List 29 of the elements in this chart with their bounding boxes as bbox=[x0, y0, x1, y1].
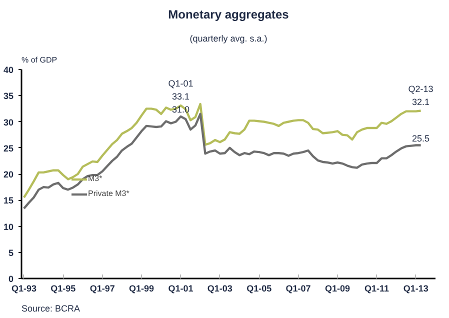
y-axis-title: % of GDP bbox=[22, 56, 58, 64]
y-tick-label: 25 bbox=[3, 143, 14, 154]
x-tick-label: Q1-01 bbox=[168, 284, 194, 294]
y-tick-label: 0 bbox=[8, 274, 14, 284]
x-tick-label: Q1-97 bbox=[90, 284, 115, 294]
x-tick-label: Q1-11 bbox=[364, 284, 389, 294]
chart-title: Monetary aggregates bbox=[168, 8, 290, 22]
x-tick-label: Q1-13 bbox=[403, 284, 428, 294]
annotation: 25.5 bbox=[412, 133, 430, 144]
y-tick-label: 15 bbox=[3, 196, 14, 206]
x-tick-label: Q1-09 bbox=[325, 284, 350, 294]
y-tick-label: 35 bbox=[3, 91, 14, 102]
x-tick-label: Q1-05 bbox=[246, 284, 272, 294]
annotation: Q1-01 33.1 bbox=[168, 78, 194, 102]
legend-label: Private M3* bbox=[88, 189, 130, 198]
y-tick-label: 10 bbox=[3, 222, 14, 232]
chart-subtitle: (quarterly avg. s.a.) bbox=[190, 34, 268, 44]
y-tick-label: 40 bbox=[3, 65, 14, 75]
y-tick-label: 5 bbox=[8, 248, 14, 258]
x-tick-label: Q1-95 bbox=[50, 284, 76, 294]
x-tick-label: Q1-99 bbox=[129, 284, 154, 294]
y-tick-label: 30 bbox=[3, 117, 14, 128]
source-note: Source: BCRA bbox=[22, 304, 80, 314]
x-tick-label: Q1-03 bbox=[207, 284, 232, 294]
annotation: Q2-13 32.1 bbox=[408, 84, 434, 107]
x-tick-label: Q1-07 bbox=[286, 284, 311, 294]
y-tick-label: 20 bbox=[3, 170, 14, 180]
x-tick-label: Q1-93 bbox=[11, 284, 36, 294]
legend-label: M3* bbox=[88, 174, 104, 183]
